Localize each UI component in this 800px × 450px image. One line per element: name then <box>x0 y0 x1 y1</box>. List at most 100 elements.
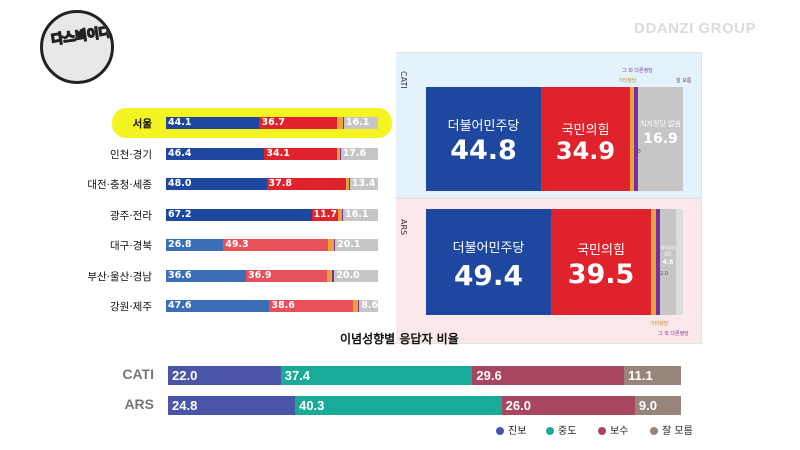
ideology-bar-value: 40.3 <box>299 398 325 413</box>
region-label: 강원·제주 <box>110 301 152 313</box>
region-bar-value: 16.1 <box>344 208 369 220</box>
ars-panel: ARS 더불어민주당 49.4 국민의힘 39.5 지지정당 없음 4.8 2.… <box>396 198 702 344</box>
region-bar-value: 36.6 <box>168 269 192 281</box>
region-bar-segment: 16.1 <box>343 117 378 129</box>
region-bar-segment: 13.4 <box>349 178 378 190</box>
region-bar-segment: 49.3 <box>223 239 329 251</box>
region-bar-value: 20.0 <box>336 269 360 281</box>
ideology-bar-value: 37.4 <box>284 368 311 383</box>
ars-ppp-name: 국민의힘 <box>577 243 625 258</box>
region-bar-value: 49.3 <box>225 239 249 250</box>
ideology-bar-segment: 24.8 <box>168 396 296 415</box>
region-bar-segment: 20.0 <box>334 269 378 282</box>
cati-other-label: 기타정당 <box>618 78 637 84</box>
region-bar-segment <box>336 147 340 160</box>
region-bar-segment: 20.1 <box>335 239 378 251</box>
legend-dot <box>546 427 554 435</box>
ars-none-value: 4.8 <box>662 259 674 266</box>
region-bar-segment: 46.4 <box>166 147 265 160</box>
ars-minor-bar <box>656 209 660 315</box>
region-label: 인천·경기 <box>110 148 152 161</box>
region-bar-value: 26.8 <box>168 239 192 250</box>
region-bar-segment: 36.9 <box>245 269 327 282</box>
logo-text-top: 다스뵈이다 <box>50 24 112 49</box>
cati-minor-bar <box>634 87 638 191</box>
region-bar-segment: 17.6 <box>340 147 378 160</box>
region-bar-segment <box>326 269 333 282</box>
ars-dem-name: 더불어민주당 <box>452 241 525 256</box>
region-bar-segment <box>332 269 335 282</box>
ars-ppp-box: 국민의힘 39.5 <box>551 209 651 315</box>
ideology-bar-value: 9.0 <box>638 398 657 413</box>
region-bar-segment: 36.6 <box>166 269 246 282</box>
cati-minor-label: 그 외 다른정당 <box>622 68 653 74</box>
region-bar-value: 34.1 <box>266 147 290 159</box>
legend-item: 진보 <box>496 422 526 437</box>
region-label: 대구·경북 <box>110 240 152 252</box>
ars-small-value: 2.0 <box>660 271 668 277</box>
region-bar-segment: 11.7 <box>312 208 338 221</box>
cati-none-box: 지지정당 없음 16.9 <box>638 87 683 191</box>
ideology-bar-value: 11.1 <box>628 368 653 383</box>
region-bar-segment: 36.7 <box>259 117 338 129</box>
legend-item: 보수 <box>598 422 628 437</box>
cati-dem-name: 더불어민주당 <box>447 119 520 134</box>
legend-label: 중도 <box>558 426 577 437</box>
region-bar-segment: 37.8 <box>266 178 346 190</box>
ars-other-label: 기타정당 <box>650 321 669 327</box>
ideology-row-label: ARS <box>124 396 154 412</box>
region-bar-value: 37.8 <box>268 178 292 189</box>
legend-label: 잘 모름 <box>662 426 693 437</box>
region-bar-value: 8.6 <box>361 300 379 311</box>
cati-ppp-box: 국민의힘 34.9 <box>541 87 630 191</box>
region-bar-segment <box>353 300 358 312</box>
legend-dot <box>598 427 606 435</box>
cati-small-value: 1.5 <box>633 149 641 155</box>
ideology-bar-value: 24.8 <box>172 398 198 413</box>
region-label: 부산·울산·경남 <box>87 270 152 283</box>
region-bar-value: 13.4 <box>351 178 376 189</box>
region-bar-segment: 16.1 <box>342 208 378 221</box>
region-bar-segment <box>337 208 342 221</box>
brand-watermark: DDANZI GROUP <box>634 20 756 37</box>
ars-dem-box: 더불어민주당 49.4 <box>426 209 551 315</box>
region-label: 서울 <box>132 118 152 130</box>
region-bar-segment <box>333 239 336 251</box>
legend-item: 잘 모름 <box>650 422 693 437</box>
region-bar-value: 44.1 <box>168 117 192 128</box>
legend-label: 진보 <box>508 426 527 437</box>
ars-minor-label: 그 외 다른정당 <box>658 331 689 337</box>
cati-dem-value: 44.8 <box>450 135 517 166</box>
cati-other-bar <box>630 87 634 191</box>
region-label: 광주·전라 <box>110 209 152 222</box>
ideology-chart-title: 이념성향별 응답자 비율 <box>340 332 459 346</box>
cati-panel-tag: CATI <box>399 71 408 89</box>
cati-unknown-label: 잘 모름 <box>676 78 692 84</box>
ideology-bar-segment: 40.3 <box>295 396 502 415</box>
cati-none-value: 16.9 <box>643 131 678 147</box>
region-bar-segment <box>339 147 341 160</box>
legend-dot <box>650 427 658 435</box>
cati-dem-box: 더불어민주당 44.8 <box>426 87 541 191</box>
cati-ppp-value: 34.9 <box>555 137 616 165</box>
legend-item: 중도 <box>546 422 576 437</box>
region-bar-segment: 47.6 <box>166 300 270 312</box>
ars-none-name: 지지정당 없음 <box>660 245 676 256</box>
region-bar-value: 47.6 <box>168 300 192 311</box>
ideology-bar-segment: 9.0 <box>634 396 681 415</box>
ars-unknown-bar <box>676 209 683 315</box>
region-label: 대전·충청·세종 <box>87 179 152 191</box>
region-bar-segment <box>348 178 350 190</box>
cati-ppp-name: 국민의힘 <box>561 123 610 138</box>
cati-none-name: 지지정당 없음 <box>640 120 681 128</box>
region-bar-value: 16.1 <box>345 117 370 128</box>
ideology-bar-value: 26.0 <box>505 398 531 413</box>
region-bar-segment <box>357 300 360 312</box>
ars-dem-value: 49.4 <box>453 259 524 292</box>
ideology-bar-segment: 22.0 <box>168 366 281 385</box>
region-bar-segment <box>328 239 334 251</box>
ideology-row-label: CATI <box>122 366 154 382</box>
ars-panel-tag: ARS <box>399 219 408 236</box>
logo: 다스뵈이다 <box>40 10 114 84</box>
ars-none-box: 지지정당 없음 4.8 <box>660 209 676 315</box>
